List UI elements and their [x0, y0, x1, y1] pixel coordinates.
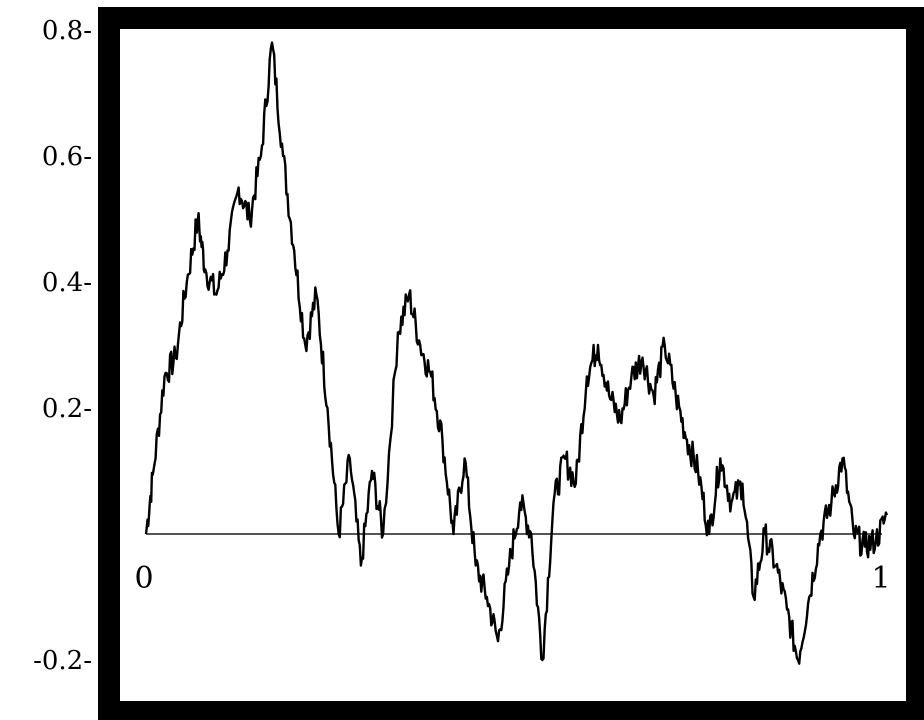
y-tick-label: -0.2- [33, 646, 92, 676]
y-tick-label: 0.4- [42, 268, 92, 298]
y-tick-label: 0.8- [42, 16, 92, 46]
x-tick-label: 1 [871, 561, 890, 596]
series-line [144, 41, 889, 665]
y-tick-label: 0.6- [42, 142, 92, 172]
y-tick-label: 0.2- [42, 394, 92, 424]
plot-frame [98, 7, 924, 720]
x-tick-label: 0 [134, 561, 153, 596]
y-axis-ticks: 0.8- 0.6- 0.4- 0.2- -0.2- [33, 16, 92, 676]
